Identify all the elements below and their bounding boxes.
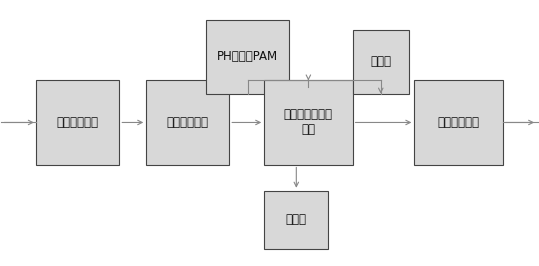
FancyBboxPatch shape [36,80,119,165]
Text: 油田作业废水: 油田作业废水 [57,116,99,129]
Text: 泥回收: 泥回收 [286,213,307,226]
FancyBboxPatch shape [206,20,289,94]
Text: 电絮凝处理器: 电絮凝处理器 [167,116,209,129]
FancyBboxPatch shape [264,191,328,249]
FancyBboxPatch shape [264,80,353,165]
FancyBboxPatch shape [146,80,229,165]
FancyBboxPatch shape [414,80,503,165]
Text: 油回收: 油回收 [370,55,391,68]
FancyBboxPatch shape [353,30,409,94]
Text: PH调节、PAM: PH调节、PAM [217,50,278,63]
Text: 活性沙过滤器: 活性沙过滤器 [438,116,480,129]
Text: 加气旋流油水分
离器: 加气旋流油水分 离器 [284,109,333,136]
